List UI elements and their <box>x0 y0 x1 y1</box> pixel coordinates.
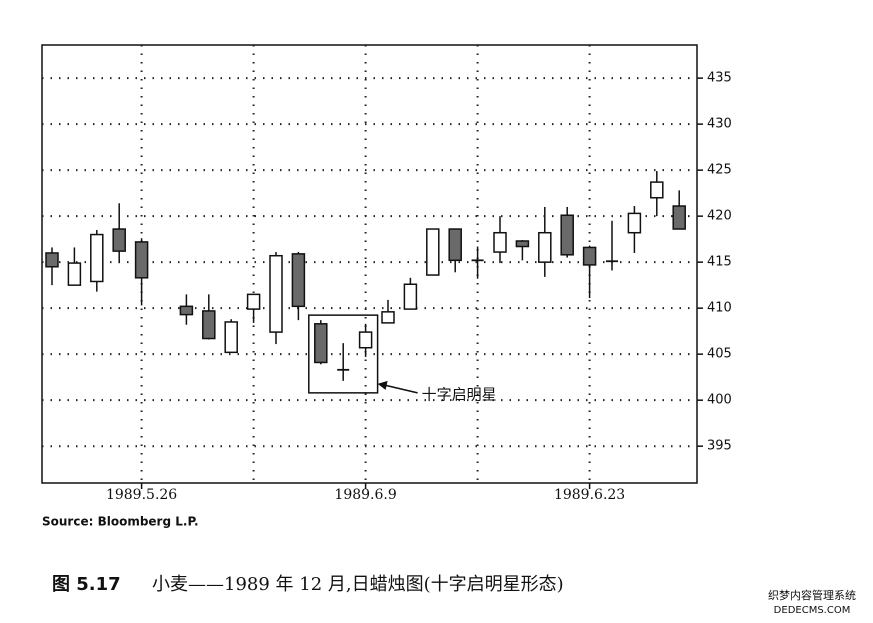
candle-body <box>202 310 216 340</box>
annotation-box <box>308 314 379 394</box>
y-tick-label: 435 <box>707 71 732 86</box>
plot-frame <box>41 44 698 484</box>
candle-body <box>246 293 261 310</box>
candle-body <box>291 253 306 308</box>
y-tick-label: 430 <box>707 117 732 132</box>
candle-body <box>403 283 418 310</box>
candle-body <box>672 205 686 230</box>
y-tick-label: 405 <box>707 347 732 362</box>
x-tick-label: 1989.6.23 <box>554 487 625 503</box>
candle-body <box>358 331 373 349</box>
caption: 小麦——1989 年 12 月,日蜡烛图(十字启明星形态) <box>152 574 564 595</box>
x-tick-label: 1989.5.26 <box>106 487 177 503</box>
candle-body <box>45 252 59 268</box>
candle-body <box>627 212 642 234</box>
caption-number: 图 5.17 <box>52 574 121 595</box>
candle-body <box>560 214 574 256</box>
candle-body <box>538 231 552 263</box>
candle-body <box>134 241 149 279</box>
y-tick-label: 410 <box>707 301 732 316</box>
candle-body <box>493 231 507 253</box>
candle-body <box>67 262 82 286</box>
y-tick-label: 395 <box>707 439 732 454</box>
y-tick-label: 415 <box>707 255 732 270</box>
y-tick-label: 420 <box>707 209 732 224</box>
candle-body <box>582 246 597 266</box>
candle-body <box>381 311 395 324</box>
source: Source: Bloomberg L.P. <box>42 515 199 529</box>
candle-body <box>179 305 194 316</box>
annotation: 十字启明星 <box>422 385 497 403</box>
candle-body <box>515 240 530 248</box>
candle-body <box>112 228 126 252</box>
y-tick-label: 425 <box>707 163 732 178</box>
candle-body <box>448 228 462 262</box>
candle-body <box>650 181 664 199</box>
candle-body <box>314 323 328 364</box>
annotation-arrowhead <box>377 380 388 390</box>
y-tick-label: 400 <box>707 393 732 408</box>
candle-body <box>426 228 440 276</box>
candle-body <box>224 321 238 354</box>
watermark: 织梦内容管理系统 <box>768 588 856 602</box>
watermark: DEDECMS.COM <box>774 605 851 616</box>
candle-body <box>90 233 104 283</box>
annotation-arrow <box>383 384 418 394</box>
candle-body <box>269 254 283 333</box>
x-tick-label: 1989.6.9 <box>334 487 396 503</box>
